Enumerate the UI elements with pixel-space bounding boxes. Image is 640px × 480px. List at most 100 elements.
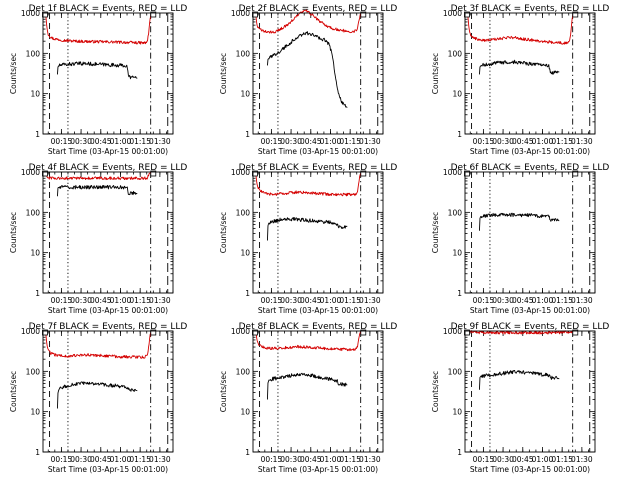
x-tick-label: 01:15 bbox=[129, 137, 151, 146]
x-tick-label: 00:45 bbox=[300, 296, 322, 305]
plot-frame bbox=[42, 12, 174, 135]
x-axis-label: Start Time (03-Apr-15 00:01:00) bbox=[470, 147, 590, 156]
saa-marker bbox=[464, 170, 470, 177]
saa-marker bbox=[572, 170, 579, 177]
x-tick-label: 00:15 bbox=[51, 296, 73, 305]
x-axis-label: Start Time (03-Apr-15 00:01:00) bbox=[258, 306, 378, 315]
saa-marker bbox=[360, 11, 367, 18]
x-tick-label: 01:30 bbox=[571, 137, 593, 146]
saa-marker bbox=[150, 329, 157, 336]
event-rate-line bbox=[266, 31, 348, 108]
x-tick-label: 00:15 bbox=[51, 455, 73, 464]
lld-rate-line bbox=[255, 171, 362, 197]
lld-rate-line bbox=[45, 171, 152, 181]
y-tick-label: 10 bbox=[452, 408, 462, 417]
y-tick-label: 100 bbox=[26, 367, 41, 376]
x-tick-label: 00:45 bbox=[512, 296, 534, 305]
x-tick-label: 01:30 bbox=[571, 455, 593, 464]
panel-det-1f: Det 1f BLACK = Events, RED = LLD Start Ti… bbox=[9, 4, 187, 156]
y-tick-label: 10 bbox=[30, 249, 40, 258]
y-tick-label: 10 bbox=[452, 90, 462, 99]
x-tick-label: 01:00 bbox=[110, 296, 132, 305]
event-rate-line bbox=[478, 212, 560, 231]
panel-title: Det 7f BLACK = Events, RED = LLD bbox=[29, 322, 188, 332]
panel-title: Det 5f BLACK = Events, RED = LLD bbox=[239, 163, 398, 173]
saa-marker bbox=[464, 329, 470, 336]
saa-marker bbox=[360, 170, 367, 177]
x-tick-label: 00:15 bbox=[261, 455, 283, 464]
y-tick-label: 1000 bbox=[231, 168, 250, 177]
saa-marker bbox=[360, 329, 367, 336]
y-tick-label: 10 bbox=[240, 249, 250, 258]
y-tick-label: 1 bbox=[457, 448, 462, 457]
panel-det-8f: Det 8f BLACK = Events, RED = LLD Start Ti… bbox=[219, 322, 397, 474]
y-axis-label: Counts/sec bbox=[219, 371, 228, 412]
y-tick-label: 100 bbox=[26, 49, 41, 58]
x-tick-label: 01:15 bbox=[339, 137, 361, 146]
x-tick-label: 01:30 bbox=[149, 137, 171, 146]
y-tick-label: 100 bbox=[26, 208, 41, 217]
x-tick-label: 01:30 bbox=[359, 455, 381, 464]
y-axis-label: Counts/sec bbox=[9, 53, 18, 94]
x-tick-label: 01:15 bbox=[129, 455, 151, 464]
plot-frame bbox=[464, 171, 596, 294]
saa-marker bbox=[150, 11, 157, 18]
lld-rate-line bbox=[467, 12, 574, 45]
x-axis-label: Start Time (03-Apr-15 00:01:00) bbox=[258, 147, 378, 156]
y-tick-label: 10 bbox=[452, 249, 462, 258]
lld-rate-line bbox=[255, 9, 362, 34]
y-axis-label: Counts/sec bbox=[9, 371, 18, 412]
plot-frame bbox=[252, 171, 384, 294]
event-rate-line bbox=[478, 369, 560, 390]
y-tick-label: 10 bbox=[240, 408, 250, 417]
x-tick-label: 01:30 bbox=[149, 296, 171, 305]
y-tick-label: 1000 bbox=[21, 168, 40, 177]
event-rate-line bbox=[56, 61, 138, 80]
lld-rate-line bbox=[45, 12, 152, 45]
x-tick-label: 01:00 bbox=[110, 137, 132, 146]
y-tick-label: 100 bbox=[236, 208, 251, 217]
y-tick-label: 1000 bbox=[231, 9, 250, 18]
x-tick-label: 01:30 bbox=[359, 296, 381, 305]
y-axis-label: Counts/sec bbox=[219, 212, 228, 253]
saa-marker bbox=[42, 170, 48, 177]
y-tick-label: 10 bbox=[30, 408, 40, 417]
y-tick-label: 1 bbox=[35, 448, 40, 457]
event-rate-line bbox=[56, 381, 138, 409]
x-tick-label: 00:30 bbox=[70, 455, 92, 464]
x-tick-label: 00:45 bbox=[90, 137, 112, 146]
saa-marker bbox=[464, 11, 470, 18]
plot-frame bbox=[252, 330, 384, 453]
panel-det-6f: Det 6f BLACK = Events, RED = LLD Start Ti… bbox=[431, 163, 609, 315]
saa-marker bbox=[252, 11, 258, 18]
saa-marker bbox=[42, 11, 48, 18]
x-tick-label: 00:30 bbox=[280, 455, 302, 464]
y-tick-label: 100 bbox=[448, 208, 463, 217]
y-axis-label: Counts/sec bbox=[431, 212, 440, 253]
y-tick-label: 1000 bbox=[443, 9, 462, 18]
y-axis-label: Counts/sec bbox=[219, 53, 228, 94]
y-tick-label: 1000 bbox=[21, 327, 40, 336]
lld-rate-line bbox=[45, 330, 152, 359]
x-tick-label: 00:15 bbox=[473, 296, 495, 305]
saa-marker bbox=[150, 170, 157, 177]
plot-frame bbox=[42, 171, 174, 294]
x-tick-label: 01:15 bbox=[339, 455, 361, 464]
x-tick-label: 00:30 bbox=[70, 296, 92, 305]
x-tick-label: 00:45 bbox=[90, 455, 112, 464]
x-tick-label: 00:45 bbox=[512, 137, 534, 146]
y-tick-label: 100 bbox=[236, 49, 251, 58]
panel-det-3f: Det 3f BLACK = Events, RED = LLD Start Ti… bbox=[431, 4, 609, 156]
x-tick-label: 01:30 bbox=[149, 455, 171, 464]
plot-frame bbox=[464, 330, 596, 453]
x-tick-label: 00:30 bbox=[492, 137, 514, 146]
x-tick-label: 01:15 bbox=[551, 296, 573, 305]
y-tick-label: 100 bbox=[448, 49, 463, 58]
x-tick-label: 00:45 bbox=[300, 137, 322, 146]
x-tick-label: 01:30 bbox=[571, 296, 593, 305]
x-tick-label: 01:15 bbox=[339, 296, 361, 305]
x-tick-label: 01:00 bbox=[532, 455, 554, 464]
y-tick-label: 100 bbox=[448, 367, 463, 376]
y-tick-label: 1 bbox=[245, 448, 250, 457]
y-tick-label: 100 bbox=[236, 367, 251, 376]
